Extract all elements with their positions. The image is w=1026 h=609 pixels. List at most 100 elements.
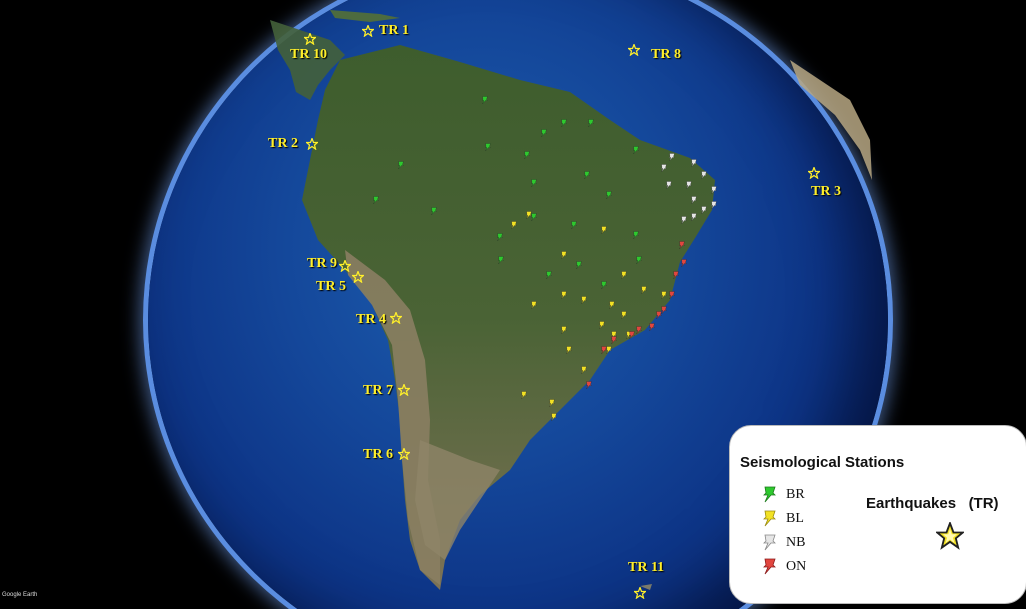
tr4-label: TR 4 [356,312,386,327]
tr8-star-icon[interactable] [628,44,640,56]
legend-label-br: BR [786,487,805,502]
station-pin-br[interactable] [635,255,643,265]
station-pin-bl[interactable] [620,270,628,280]
tr1-label: TR 1 [379,23,409,38]
white-pin-icon [763,534,776,551]
station-pin-bl[interactable] [660,290,668,300]
station-pin-bl[interactable] [640,285,648,295]
station-pin-on[interactable] [668,290,676,300]
station-pin-bl[interactable] [550,412,558,422]
station-pin-on[interactable] [648,322,656,332]
tr11-label: TR 11 [628,560,665,575]
station-pin-bl[interactable] [600,225,608,235]
station-pin-br[interactable] [430,206,438,216]
station-pin-br[interactable] [545,270,553,280]
station-pin-bl[interactable] [510,220,518,230]
tr10-label: TR 10 [290,47,327,62]
station-pin-on[interactable] [610,335,618,345]
station-pin-bl[interactable] [530,300,538,310]
green-pin-icon [763,486,776,503]
station-pin-br[interactable] [605,190,613,200]
station-pin-on[interactable] [660,305,668,315]
tr5-star-icon[interactable] [352,271,364,283]
legend-title: Seismological Stations [740,454,905,471]
station-pin-bl[interactable] [580,295,588,305]
station-pin-on[interactable] [628,330,636,340]
station-pin-bl[interactable] [548,398,556,408]
tr1-star-icon[interactable] [362,25,374,37]
station-pin-on[interactable] [655,310,663,320]
station-pin-br[interactable] [540,128,548,138]
tr2-star-icon[interactable] [306,138,318,150]
tr2-label: TR 2 [268,136,298,151]
station-pin-bl[interactable] [565,345,573,355]
caribbean-islands [330,10,400,22]
station-pin-br[interactable] [497,255,505,265]
station-pin-nb[interactable] [690,158,698,168]
station-pin-br[interactable] [484,142,492,152]
station-pin-br[interactable] [397,160,405,170]
station-pin-nb[interactable] [710,200,718,210]
tr7-star-icon[interactable] [398,384,410,396]
station-pin-bl[interactable] [520,390,528,400]
station-pin-on[interactable] [680,258,688,268]
station-pin-br[interactable] [530,212,538,222]
tr4-star-icon[interactable] [390,312,402,324]
station-pin-nb[interactable] [690,212,698,222]
station-pin-bl[interactable] [560,325,568,335]
tr9-label: TR 9 [307,256,337,271]
station-pin-bl[interactable] [608,300,616,310]
tr10-star-icon[interactable] [304,33,316,45]
google-earth-attribution: Google Earth [2,592,38,598]
station-pin-on[interactable] [672,270,680,280]
station-pin-br[interactable] [583,170,591,180]
station-pin-bl[interactable] [560,290,568,300]
tr11-star-icon[interactable] [634,587,646,599]
earthquakes-code: (TR) [968,495,999,512]
station-pin-nb[interactable] [710,185,718,195]
station-pin-br[interactable] [481,95,489,105]
station-pin-br[interactable] [600,280,608,290]
station-pin-br[interactable] [632,230,640,240]
station-pin-br[interactable] [372,195,380,205]
station-pin-nb[interactable] [665,180,673,190]
station-pin-bl[interactable] [605,345,613,355]
station-pin-br[interactable] [632,145,640,155]
station-pin-br[interactable] [587,118,595,128]
station-pin-nb[interactable] [685,180,693,190]
station-pin-br[interactable] [560,118,568,128]
station-pin-nb[interactable] [690,195,698,205]
station-pin-on[interactable] [600,345,608,355]
station-pin-nb[interactable] [700,205,708,215]
station-pin-br[interactable] [530,178,538,188]
red-pin-icon [763,558,776,575]
station-pin-nb[interactable] [668,152,676,162]
station-pin-nb[interactable] [700,170,708,180]
station-pin-br[interactable] [523,150,531,160]
station-pin-bl[interactable] [525,210,533,220]
tr7-label: TR 7 [363,383,393,398]
station-pin-br[interactable] [570,220,578,230]
africa-edge-land [790,60,872,180]
central-america-land [270,20,345,100]
station-pin-bl[interactable] [598,320,606,330]
station-pin-on[interactable] [678,240,686,250]
station-pin-on[interactable] [585,380,593,390]
earthquakes-legend-title: Earthquakes (TR) [866,495,999,512]
earthquakes-label: Earthquakes [866,495,957,512]
station-pin-on[interactable] [635,325,643,335]
station-pin-bl[interactable] [560,250,568,260]
station-pin-bl[interactable] [620,310,628,320]
station-pin-nb[interactable] [680,215,688,225]
tr9-star-icon[interactable] [339,260,351,272]
tr6-star-icon[interactable] [398,448,410,460]
tr3-star-icon[interactable] [808,167,820,179]
station-pin-br[interactable] [496,232,504,242]
earthquake-star-icon [936,522,964,550]
station-pin-bl[interactable] [580,365,588,375]
station-pin-br[interactable] [575,260,583,270]
station-pin-nb[interactable] [660,163,668,173]
legend-label-nb: NB [786,535,806,550]
